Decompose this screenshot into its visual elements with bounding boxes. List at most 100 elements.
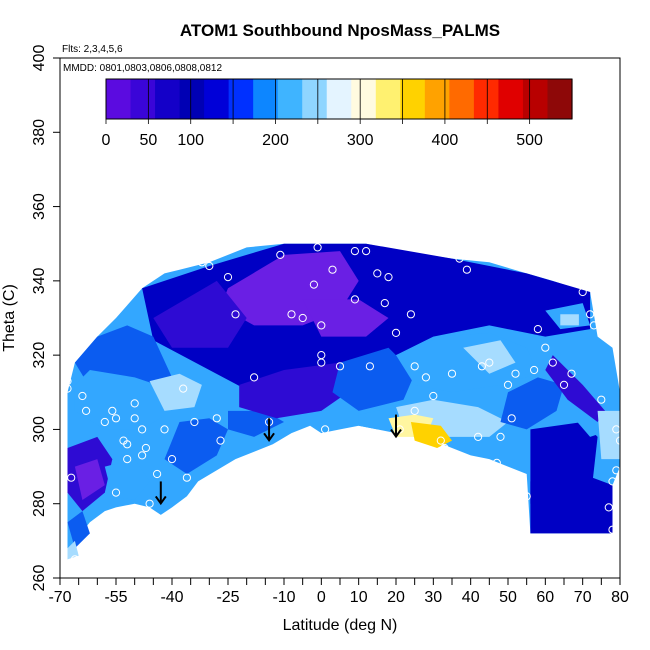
colorbar-label-3: 200 [262, 132, 289, 149]
sample-point-31 [231, 310, 240, 319]
sample-point-37 [306, 429, 315, 438]
sample-point-66 [477, 362, 486, 371]
y-tick-label-0: 260 [31, 565, 48, 592]
sample-point-81 [586, 310, 595, 319]
sample-point-24 [182, 473, 191, 482]
y-tick-label-1: 280 [31, 490, 48, 517]
sample-point-42 [317, 321, 326, 330]
colorbar-swatch-18 [547, 79, 573, 119]
colorbar-swatch-9 [326, 79, 352, 119]
sample-point-67 [485, 358, 494, 367]
arrow-2 [390, 414, 402, 439]
field-region-11 [228, 410, 284, 437]
x-tick-label-5: 0 [317, 589, 326, 606]
chart-title: ATOM1 Southbound NposMass_PALMS [180, 21, 500, 40]
field-region-5 [74, 370, 172, 430]
sample-point-57 [410, 406, 419, 415]
sample-point-19 [145, 499, 154, 508]
sample-point-79 [567, 369, 576, 378]
sample-point-13 [123, 455, 132, 464]
sample-point-82 [589, 321, 599, 330]
colorbar-swatch-10 [351, 79, 377, 119]
sample-point-64 [462, 265, 471, 274]
colorbar-label-0: 0 [102, 132, 111, 149]
field-region-19 [410, 422, 452, 448]
colorbar-swatch-16 [498, 79, 524, 119]
sample-point-63 [455, 254, 464, 263]
colorbar-label-4: 300 [347, 132, 374, 149]
x-tick-label-4: -10 [272, 589, 295, 606]
field-region-29 [67, 540, 79, 560]
arrow-1 [263, 418, 275, 443]
x-tick-label-13: 80 [611, 589, 629, 606]
field-region-13 [332, 347, 415, 411]
colorbar-swatch-17 [522, 79, 549, 119]
sample-point-73 [522, 492, 531, 501]
sample-point-65 [474, 432, 483, 441]
sample-point-62 [447, 369, 457, 378]
sample-point-29 [216, 436, 225, 445]
sample-point-72 [511, 369, 520, 378]
colorbar-label-6: 500 [516, 132, 543, 149]
sample-point-84 [604, 503, 613, 512]
sample-point-0 [63, 377, 72, 386]
sample-point-51 [380, 299, 389, 308]
y-tick-label-4: 340 [31, 267, 48, 294]
sample-point-55 [406, 310, 415, 319]
field-region-10 [104, 459, 150, 500]
sample-point-18 [141, 443, 150, 453]
sample-point-5 [82, 406, 91, 415]
sample-point-22 [167, 455, 177, 464]
sample-point-71 [507, 414, 516, 423]
field-region-28 [67, 511, 90, 549]
sample-point-17 [138, 451, 147, 460]
colorbar: 0 50 100 200 300 400 500 [102, 78, 573, 149]
x-tick-label-7: 20 [387, 589, 405, 606]
sample-point-12 [123, 440, 132, 449]
x-tick-label-6: 10 [350, 589, 368, 606]
x-tick-label-10: 50 [499, 589, 517, 606]
sample-point-43 [321, 425, 330, 434]
sample-point-1 [63, 384, 72, 393]
flights-annotation: Flts: 2,3,4,5,6 [62, 44, 123, 55]
sample-point-32 [250, 373, 259, 382]
colorbar-swatch-4 [204, 79, 230, 119]
x-axis-label: Latitude (deg N) [283, 617, 398, 634]
sample-point-58 [421, 373, 430, 382]
sample-point-83 [597, 395, 606, 404]
colorbar-label-2: 100 [177, 132, 204, 149]
x-tick-label-1: -55 [104, 589, 127, 606]
sample-point-8 [108, 406, 117, 415]
x-tick-label-2: -40 [160, 589, 183, 606]
sample-point-70 [503, 380, 513, 389]
y-tick-label-2: 300 [31, 416, 48, 443]
sample-point-4 [78, 391, 87, 401]
field-region-7 [164, 418, 228, 474]
x-tick-label-0: -70 [48, 589, 71, 606]
sample-point-38 [309, 280, 318, 289]
sample-point-3 [70, 555, 80, 564]
sample-point-26 [197, 258, 206, 267]
sample-point-10 [111, 488, 121, 497]
colorbar-swatch-12 [400, 79, 426, 119]
dates-annotation: MMDD: 0801,0803,0806,0808,0812 [63, 63, 222, 74]
sample-point-77 [548, 358, 557, 367]
colorbar-swatch-15 [473, 79, 500, 119]
sample-point-46 [350, 295, 359, 304]
colorbar-swatch-1 [130, 79, 156, 119]
sample-point-23 [179, 384, 188, 393]
sample-point-86 [608, 477, 617, 486]
sample-point-36 [298, 313, 307, 323]
field-region-24 [545, 355, 606, 422]
marker-arrows [154, 414, 402, 506]
sample-point-15 [130, 414, 139, 423]
field-region-6 [149, 373, 202, 411]
sample-point-50 [373, 269, 382, 278]
colorbar-swatch-13 [424, 79, 450, 119]
colorbar-label-5: 400 [432, 132, 459, 149]
y-tick-label-5: 360 [31, 193, 48, 220]
sample-point-68 [492, 458, 501, 467]
colorbar-swatch-7 [277, 79, 303, 119]
sample-point-9 [111, 414, 121, 423]
field-region-12 [239, 362, 359, 419]
